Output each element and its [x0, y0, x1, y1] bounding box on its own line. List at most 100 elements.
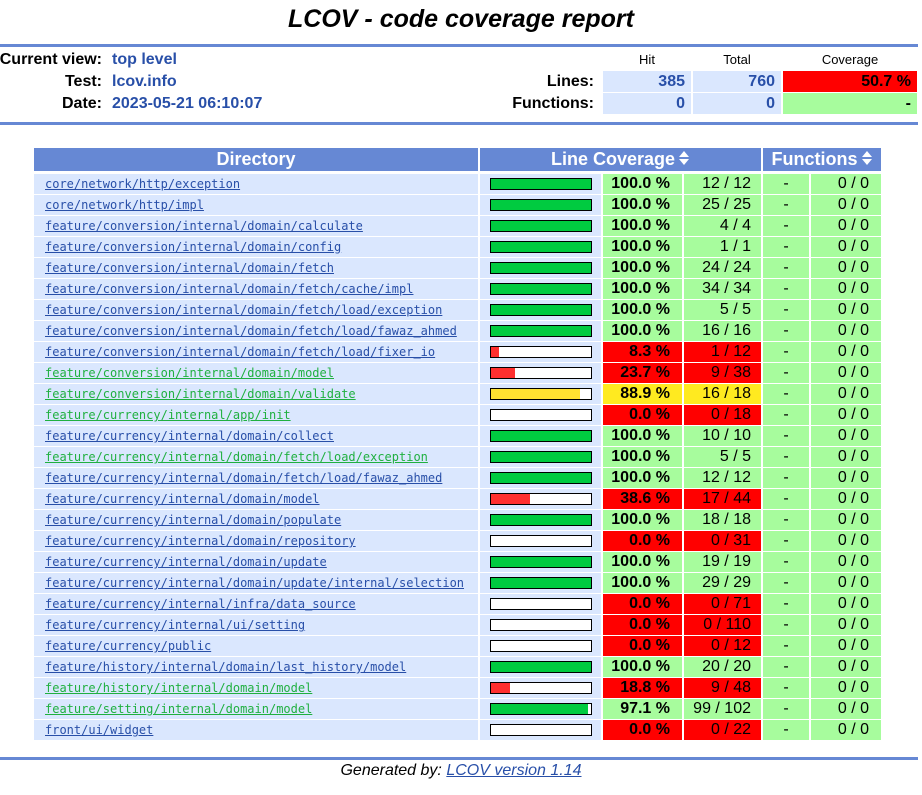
directory-link[interactable]: core/network/http/impl: [34, 195, 478, 215]
line-coverage-count: 5 / 5: [684, 447, 761, 467]
coverage-bar: [490, 619, 592, 631]
function-coverage-count: 0 / 0: [811, 531, 881, 551]
coverage-bar-fill: [491, 263, 591, 273]
coverage-bar-cell: [480, 405, 601, 425]
directory-link[interactable]: feature/currency/internal/ui/setting: [34, 615, 478, 635]
line-coverage-count: 0 / 110: [684, 615, 761, 635]
line-coverage-count: 0 / 31: [684, 531, 761, 551]
directory-link[interactable]: feature/conversion/internal/domain/valid…: [34, 384, 478, 404]
line-coverage-count: 12 / 12: [684, 468, 761, 488]
directory-link[interactable]: front/ui/widget: [34, 720, 478, 740]
directory-link[interactable]: feature/currency/internal/infra/data_sou…: [34, 594, 478, 614]
directory-link[interactable]: feature/conversion/internal/domain/calcu…: [34, 216, 478, 236]
function-coverage-rate: -: [763, 384, 809, 404]
function-coverage-rate: -: [763, 363, 809, 383]
function-coverage-rate: -: [763, 279, 809, 299]
directory-link[interactable]: feature/currency/internal/domain/model: [34, 489, 478, 509]
directory-link[interactable]: feature/currency/internal/domain/collect: [34, 426, 478, 446]
function-coverage-count: 0 / 0: [811, 636, 881, 656]
sort-arrows-icon[interactable]: [861, 151, 873, 166]
coverage-bar-fill: [491, 242, 591, 252]
function-coverage-count: 0 / 0: [811, 720, 881, 740]
line-coverage-count: 29 / 29: [684, 573, 761, 593]
directory-link[interactable]: feature/conversion/internal/domain/fetch: [34, 258, 478, 278]
line-coverage-percent: 8.3 %: [603, 342, 682, 362]
coverage-bar: [490, 430, 592, 442]
coverage-bar: [490, 514, 592, 526]
coverage-column-header: Coverage: [821, 52, 879, 67]
coverage-bar-cell: [480, 447, 601, 467]
line-coverage-count: 0 / 22: [684, 720, 761, 740]
function-coverage-rate: -: [763, 405, 809, 425]
coverage-bar-cell: [480, 468, 601, 488]
function-coverage-rate: -: [763, 174, 809, 194]
coverage-bar-cell: [480, 195, 601, 215]
directory-link[interactable]: feature/history/internal/domain/model: [34, 678, 478, 698]
function-coverage-count: 0 / 0: [811, 510, 881, 530]
function-coverage-count: 0 / 0: [811, 342, 881, 362]
coverage-bar: [490, 241, 592, 253]
coverage-bar: [490, 703, 592, 715]
coverage-bar: [490, 178, 592, 190]
coverage-bar-cell: [480, 426, 601, 446]
directory-link[interactable]: feature/conversion/internal/domain/model: [34, 363, 478, 383]
current-view-label: Current view:: [0, 51, 102, 68]
functions-label: Functions:: [512, 95, 594, 112]
directory-link[interactable]: feature/conversion/internal/domain/fetch…: [34, 279, 478, 299]
function-coverage-count: 0 / 0: [811, 552, 881, 572]
coverage-bar-cell: [480, 720, 601, 740]
line-coverage-percent: 100.0 %: [603, 174, 682, 194]
coverage-bar-fill: [491, 452, 591, 462]
coverage-bar: [490, 535, 592, 547]
directory-link[interactable]: feature/currency/internal/domain/populat…: [34, 510, 478, 530]
coverage-bar-fill: [491, 704, 588, 714]
line-coverage-count: 4 / 4: [684, 216, 761, 236]
line-coverage-percent: 0.0 %: [603, 594, 682, 614]
sort-arrows-icon[interactable]: [679, 151, 690, 166]
directory-link[interactable]: feature/conversion/internal/domain/confi…: [34, 237, 478, 257]
directory-link[interactable]: feature/currency/internal/domain/reposit…: [34, 531, 478, 551]
line-coverage-count: 18 / 18: [684, 510, 761, 530]
coverage-bar-cell: [480, 279, 601, 299]
line-coverage-percent: 38.6 %: [603, 489, 682, 509]
function-coverage-rate: -: [763, 489, 809, 509]
function-coverage-rate: -: [763, 720, 809, 740]
directory-link[interactable]: feature/currency/internal/app/init: [34, 405, 478, 425]
function-coverage-rate: -: [763, 531, 809, 551]
directory-link[interactable]: feature/conversion/internal/domain/fetch…: [34, 342, 478, 362]
directory-link[interactable]: feature/currency/internal/domain/fetch/l…: [34, 447, 478, 467]
directory-link[interactable]: feature/currency/internal/domain/update/…: [34, 573, 478, 593]
coverage-bar-cell: [480, 678, 601, 698]
directory-link[interactable]: feature/currency/public: [34, 636, 478, 656]
directory-link[interactable]: feature/history/internal/domain/last_his…: [34, 657, 478, 677]
function-coverage-count: 0 / 0: [811, 174, 881, 194]
line-coverage-percent: 100.0 %: [603, 468, 682, 488]
line-coverage-header-label: Line Coverage: [550, 149, 676, 169]
date-label: Date:: [61, 95, 102, 112]
function-coverage-rate: -: [763, 300, 809, 320]
functions-total: 0: [693, 93, 781, 114]
function-coverage-count: 0 / 0: [811, 657, 881, 677]
function-coverage-rate: -: [763, 678, 809, 698]
coverage-bar-cell: [480, 552, 601, 572]
total-column-header: Total: [723, 52, 751, 67]
coverage-bar-cell: [480, 636, 601, 656]
directory-link[interactable]: feature/setting/internal/domain/model: [34, 699, 478, 719]
lines-coverage: 50.7 %: [783, 71, 917, 92]
line-coverage-count: 9 / 38: [684, 363, 761, 383]
line-coverage-percent: 100.0 %: [603, 258, 682, 278]
directory-link[interactable]: feature/currency/internal/domain/update: [34, 552, 478, 572]
directory-link[interactable]: core/network/http/exception: [34, 174, 478, 194]
directory-link[interactable]: feature/conversion/internal/domain/fetch…: [34, 321, 478, 341]
coverage-bar: [490, 409, 592, 421]
line-coverage-percent: 100.0 %: [603, 657, 682, 677]
function-coverage-rate: -: [763, 195, 809, 215]
directory-link[interactable]: feature/conversion/internal/domain/fetch…: [34, 300, 478, 320]
lcov-version-link[interactable]: LCOV version 1.14: [446, 762, 582, 779]
coverage-bar-cell: [480, 237, 601, 257]
function-coverage-count: 0 / 0: [811, 279, 881, 299]
directory-link[interactable]: feature/currency/internal/domain/fetch/l…: [34, 468, 478, 488]
line-coverage-count: 0 / 18: [684, 405, 761, 425]
line-coverage-count: 24 / 24: [684, 258, 761, 278]
coverage-bar-fill: [491, 431, 591, 441]
